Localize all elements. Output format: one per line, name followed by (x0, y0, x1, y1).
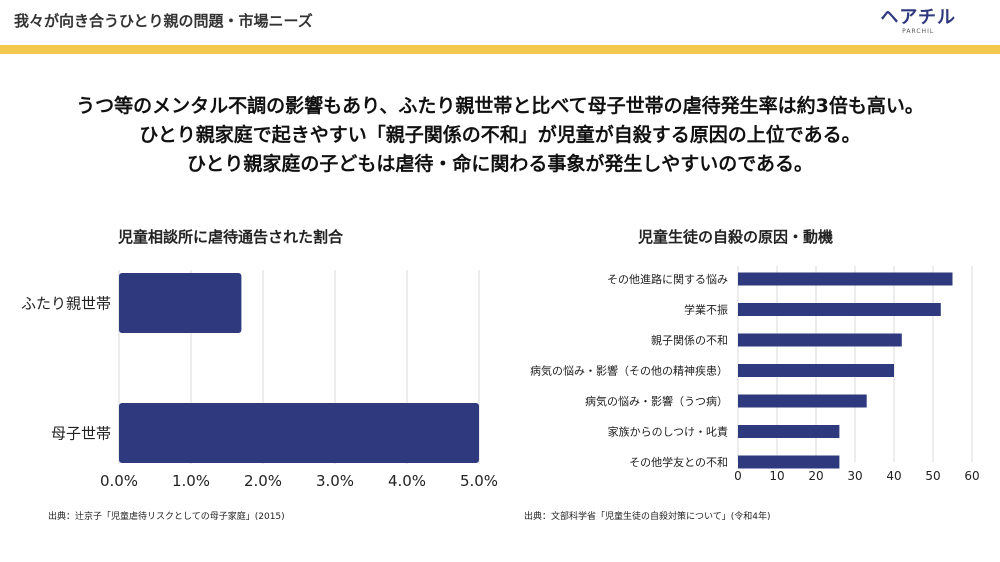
headline-line: ひとり親家庭の子どもは虐待・命に関わる事象が発生しやすいのである。 (186, 153, 814, 175)
x-tick-label: 3.0% (316, 472, 354, 490)
x-tick-label: 2.0% (244, 472, 282, 490)
bar (738, 303, 941, 316)
x-tick-label: 4.0% (388, 472, 426, 490)
headline-line: ひとり親家庭で起きやすい「親子関係の不和」が児童が自殺する原因の上位である。 (139, 124, 861, 146)
bar (738, 333, 902, 347)
category-label: 病気の悩み・影響（うつ病） (585, 394, 728, 408)
bar (738, 425, 840, 438)
x-tick-label: 5.0% (460, 472, 498, 490)
bar (119, 273, 242, 333)
x-tick-label: 0 (734, 469, 742, 483)
category-label: その他学友との不和 (629, 455, 728, 469)
suicide-causes-chart: 0 10 20 30 40 50 60 その他進路に関する悩み学業不振親子関係の不和病気の悩み… (530, 266, 980, 483)
x-tick-label: 50 (925, 469, 940, 483)
x-tick-label: 60 (964, 469, 979, 483)
x-tick-label: 40 (886, 469, 901, 483)
headline-line: うつ等のメンタル不調の影響もあり、ふたり親世帯と比べて母子世帯の虐待発生率は約3… (76, 95, 924, 117)
x-tick-label: 1.0% (172, 472, 210, 490)
logo-mark: ヘアチル (880, 7, 956, 28)
bar (738, 364, 894, 377)
category-label: ふたり親世帯 (21, 294, 111, 312)
brand-logo: ヘアチル PARCHIL (880, 8, 956, 36)
x-tick-label: 30 (847, 469, 862, 483)
category-label: 病気の悩み・影響（その他の精神疾患） (530, 363, 728, 377)
category-label: 家族からのしつけ・叱責 (608, 424, 728, 438)
page-title: 我々が向き合うひとり親の問題・市場ニーズ (14, 12, 313, 30)
x-tick-label: 0.0% (100, 472, 138, 490)
x-tick-label: 10 (769, 469, 784, 483)
logo-subtext: PARCHIL (902, 28, 935, 35)
accent-bar (0, 45, 1000, 54)
bar (738, 394, 867, 408)
chart-title-abuse: 児童相談所に虐待通告された割合 (118, 228, 344, 246)
headline-block: うつ等のメンタル不調の影響もあり、ふたり親世帯と比べて母子世帯の虐待発生率は約3… (0, 92, 1000, 179)
bar (738, 272, 953, 286)
source-note-abuse: 出典：辻京子「児童虐待リスクとしての母子家庭」(2015) (48, 512, 285, 522)
category-label: 親子関係の不和 (651, 334, 728, 347)
category-label: 学業不振 (684, 302, 728, 316)
bar (119, 403, 479, 463)
category-label: その他進路に関する悩み (607, 272, 728, 286)
x-tick-label: 20 (808, 469, 823, 483)
bar (738, 455, 840, 469)
category-label: 母子世帯 (51, 424, 111, 442)
source-note-suicide: 出典：文部科学省「児童生徒の自殺対策について」(令和4年) (524, 512, 771, 522)
chart-title-suicide: 児童生徒の自殺の原因・動機 (638, 228, 834, 246)
